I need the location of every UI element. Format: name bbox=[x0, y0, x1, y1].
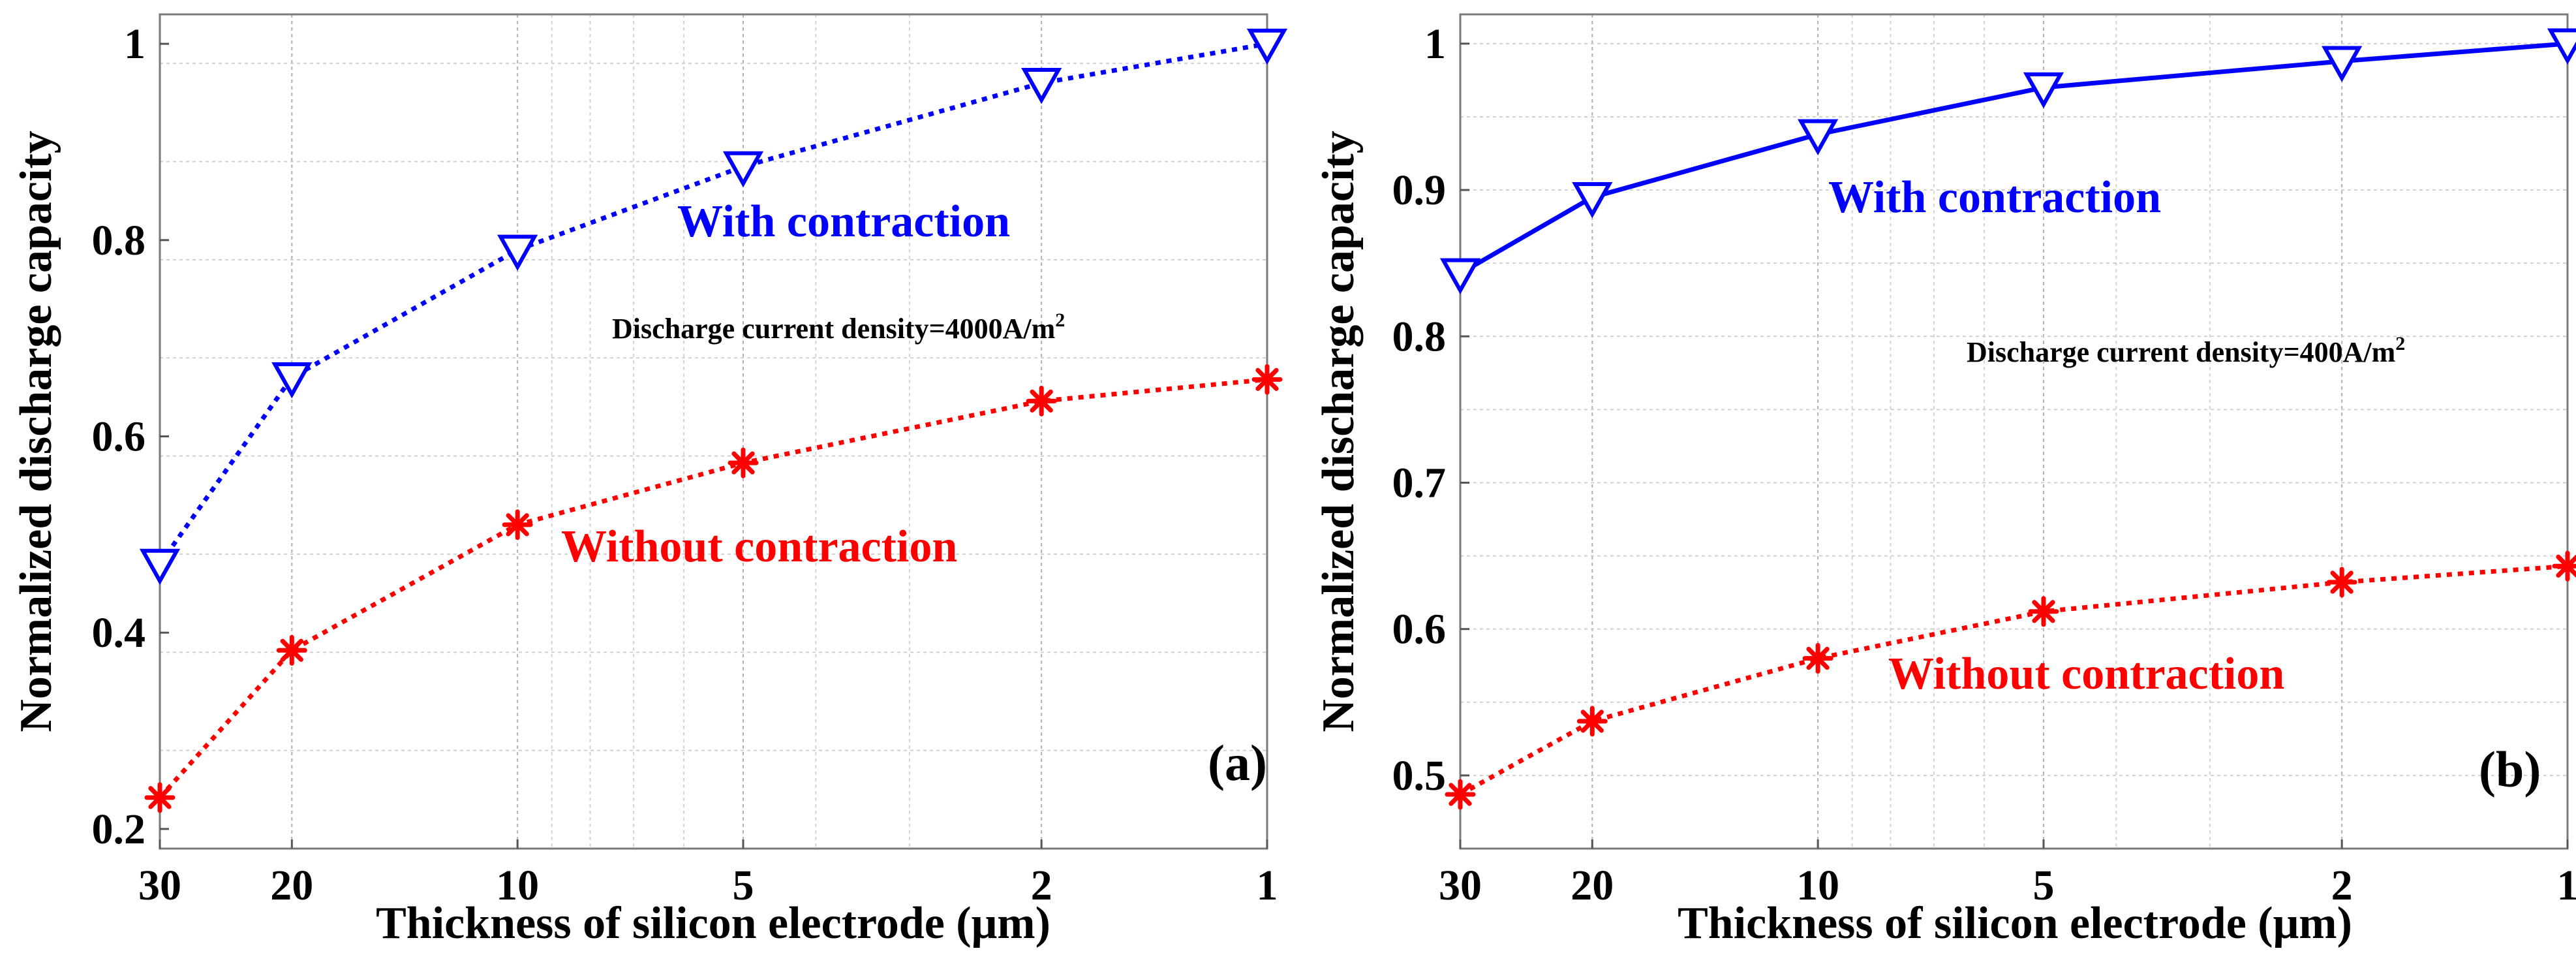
data-point-marker bbox=[2326, 567, 2357, 598]
x-tick-label: 10 bbox=[1796, 862, 1839, 909]
x-tick-labels: 30 20 10 5 2 1 bbox=[1439, 839, 2576, 909]
data-point-marker bbox=[1445, 779, 1476, 810]
x-tick-labels: 30 20 10 5 2 1 bbox=[138, 839, 1278, 909]
x-tick-label: 20 bbox=[270, 862, 313, 909]
x-tick-label: 1 bbox=[1257, 862, 1278, 909]
data-point-marker bbox=[2028, 596, 2059, 627]
plot-frame bbox=[159, 13, 1268, 850]
y-axis-label: Normalized discharge capacity bbox=[1313, 131, 1364, 732]
data-point-marker bbox=[2322, 46, 2363, 82]
data-point-marker bbox=[497, 234, 538, 271]
series-label-without-contraction: Without contraction bbox=[561, 522, 957, 572]
grid bbox=[159, 14, 1268, 849]
y-tick-labels: 0.2 0.4 0.6 0.8 1 bbox=[92, 20, 169, 853]
x-tick-label: 2 bbox=[1031, 862, 1052, 909]
y-tick-label: 1 bbox=[124, 20, 146, 68]
y-axis-label: Normalized discharge capacity bbox=[11, 131, 61, 732]
current-density-annotation: Discharge current density=4000A/m2 bbox=[612, 309, 1065, 345]
series-group bbox=[139, 28, 1288, 813]
x-tick-label: 2 bbox=[2331, 862, 2353, 909]
data-point-marker bbox=[144, 782, 176, 813]
data-point-marker bbox=[1802, 643, 1833, 674]
y-tick-label: 0.4 bbox=[92, 609, 146, 657]
data-point-marker bbox=[1439, 258, 1481, 294]
y-tick-label: 0.8 bbox=[1392, 313, 1447, 360]
x-tick-label: 10 bbox=[496, 862, 539, 909]
data-point-marker bbox=[502, 509, 533, 540]
chart-panel-a: 0.2 0.4 0.6 0.8 1 30 20 10 5 2 1 Normalized disch… bbox=[11, 13, 1288, 948]
panel-label: (b) bbox=[2479, 741, 2541, 798]
data-point-marker bbox=[276, 634, 307, 666]
series-line-without-contraction bbox=[158, 377, 1268, 800]
y-tick-label: 0.7 bbox=[1392, 459, 1447, 507]
x-tick-label: 1 bbox=[2557, 862, 2576, 909]
x-tick-label: 30 bbox=[138, 862, 181, 909]
data-point-marker bbox=[1026, 385, 1057, 416]
series-line-without-contraction bbox=[1459, 563, 2568, 797]
data-point-marker bbox=[139, 548, 181, 586]
data-point-marker bbox=[2547, 28, 2576, 65]
data-point-marker bbox=[1572, 181, 1613, 219]
plot-frame bbox=[1459, 13, 2569, 850]
series-group bbox=[1439, 28, 2576, 810]
y-tick-label: 0.8 bbox=[92, 217, 146, 264]
panel-label: (a) bbox=[1208, 734, 1267, 791]
series-line-with-contraction bbox=[1458, 41, 2570, 276]
data-point-marker bbox=[1251, 364, 1283, 395]
series-label-without-contraction: Without contraction bbox=[1888, 649, 2284, 699]
y-tick-labels: 0.5 0.6 0.7 0.8 0.9 1 bbox=[1392, 20, 1469, 800]
chart-panel-b: 0.5 0.6 0.7 0.8 0.9 1 30 20 10 5 2 1 Normalized di… bbox=[1313, 13, 2576, 948]
data-point-marker bbox=[1798, 119, 1839, 155]
data-point-marker bbox=[2023, 72, 2064, 109]
series-label-with-contraction: With contraction bbox=[1828, 172, 2161, 223]
current-density-annotation: Discharge current density=400A/m2 bbox=[1967, 333, 2405, 368]
data-point-marker bbox=[1021, 67, 1062, 104]
data-point-marker bbox=[271, 362, 313, 399]
series-line-with-contraction bbox=[158, 41, 1268, 565]
x-tick-label: 5 bbox=[732, 862, 754, 909]
y-tick-label: 0.2 bbox=[92, 806, 146, 853]
data-point-marker bbox=[728, 447, 759, 478]
data-point-marker bbox=[1246, 28, 1288, 65]
x-tick-label: 20 bbox=[1571, 862, 1614, 909]
x-axis-label: Thickness of silicon electrode (μm) bbox=[376, 898, 1050, 948]
y-tick-label: 1 bbox=[1424, 20, 1446, 68]
x-axis-label: Thickness of silicon electrode (μm) bbox=[1678, 898, 2352, 948]
y-tick-label: 0.6 bbox=[1392, 606, 1447, 653]
data-point-marker bbox=[1576, 706, 1608, 737]
data-point-marker bbox=[2552, 550, 2576, 582]
data-point-marker bbox=[722, 151, 764, 188]
x-tick-label: 5 bbox=[2032, 862, 2054, 909]
grid bbox=[1460, 14, 2568, 849]
series-label-with-contraction: With contraction bbox=[677, 196, 1010, 247]
y-tick-label: 0.6 bbox=[92, 413, 146, 461]
x-tick-label: 30 bbox=[1439, 862, 1482, 909]
y-tick-label: 0.9 bbox=[1392, 166, 1447, 214]
y-tick-label: 0.5 bbox=[1392, 752, 1447, 800]
